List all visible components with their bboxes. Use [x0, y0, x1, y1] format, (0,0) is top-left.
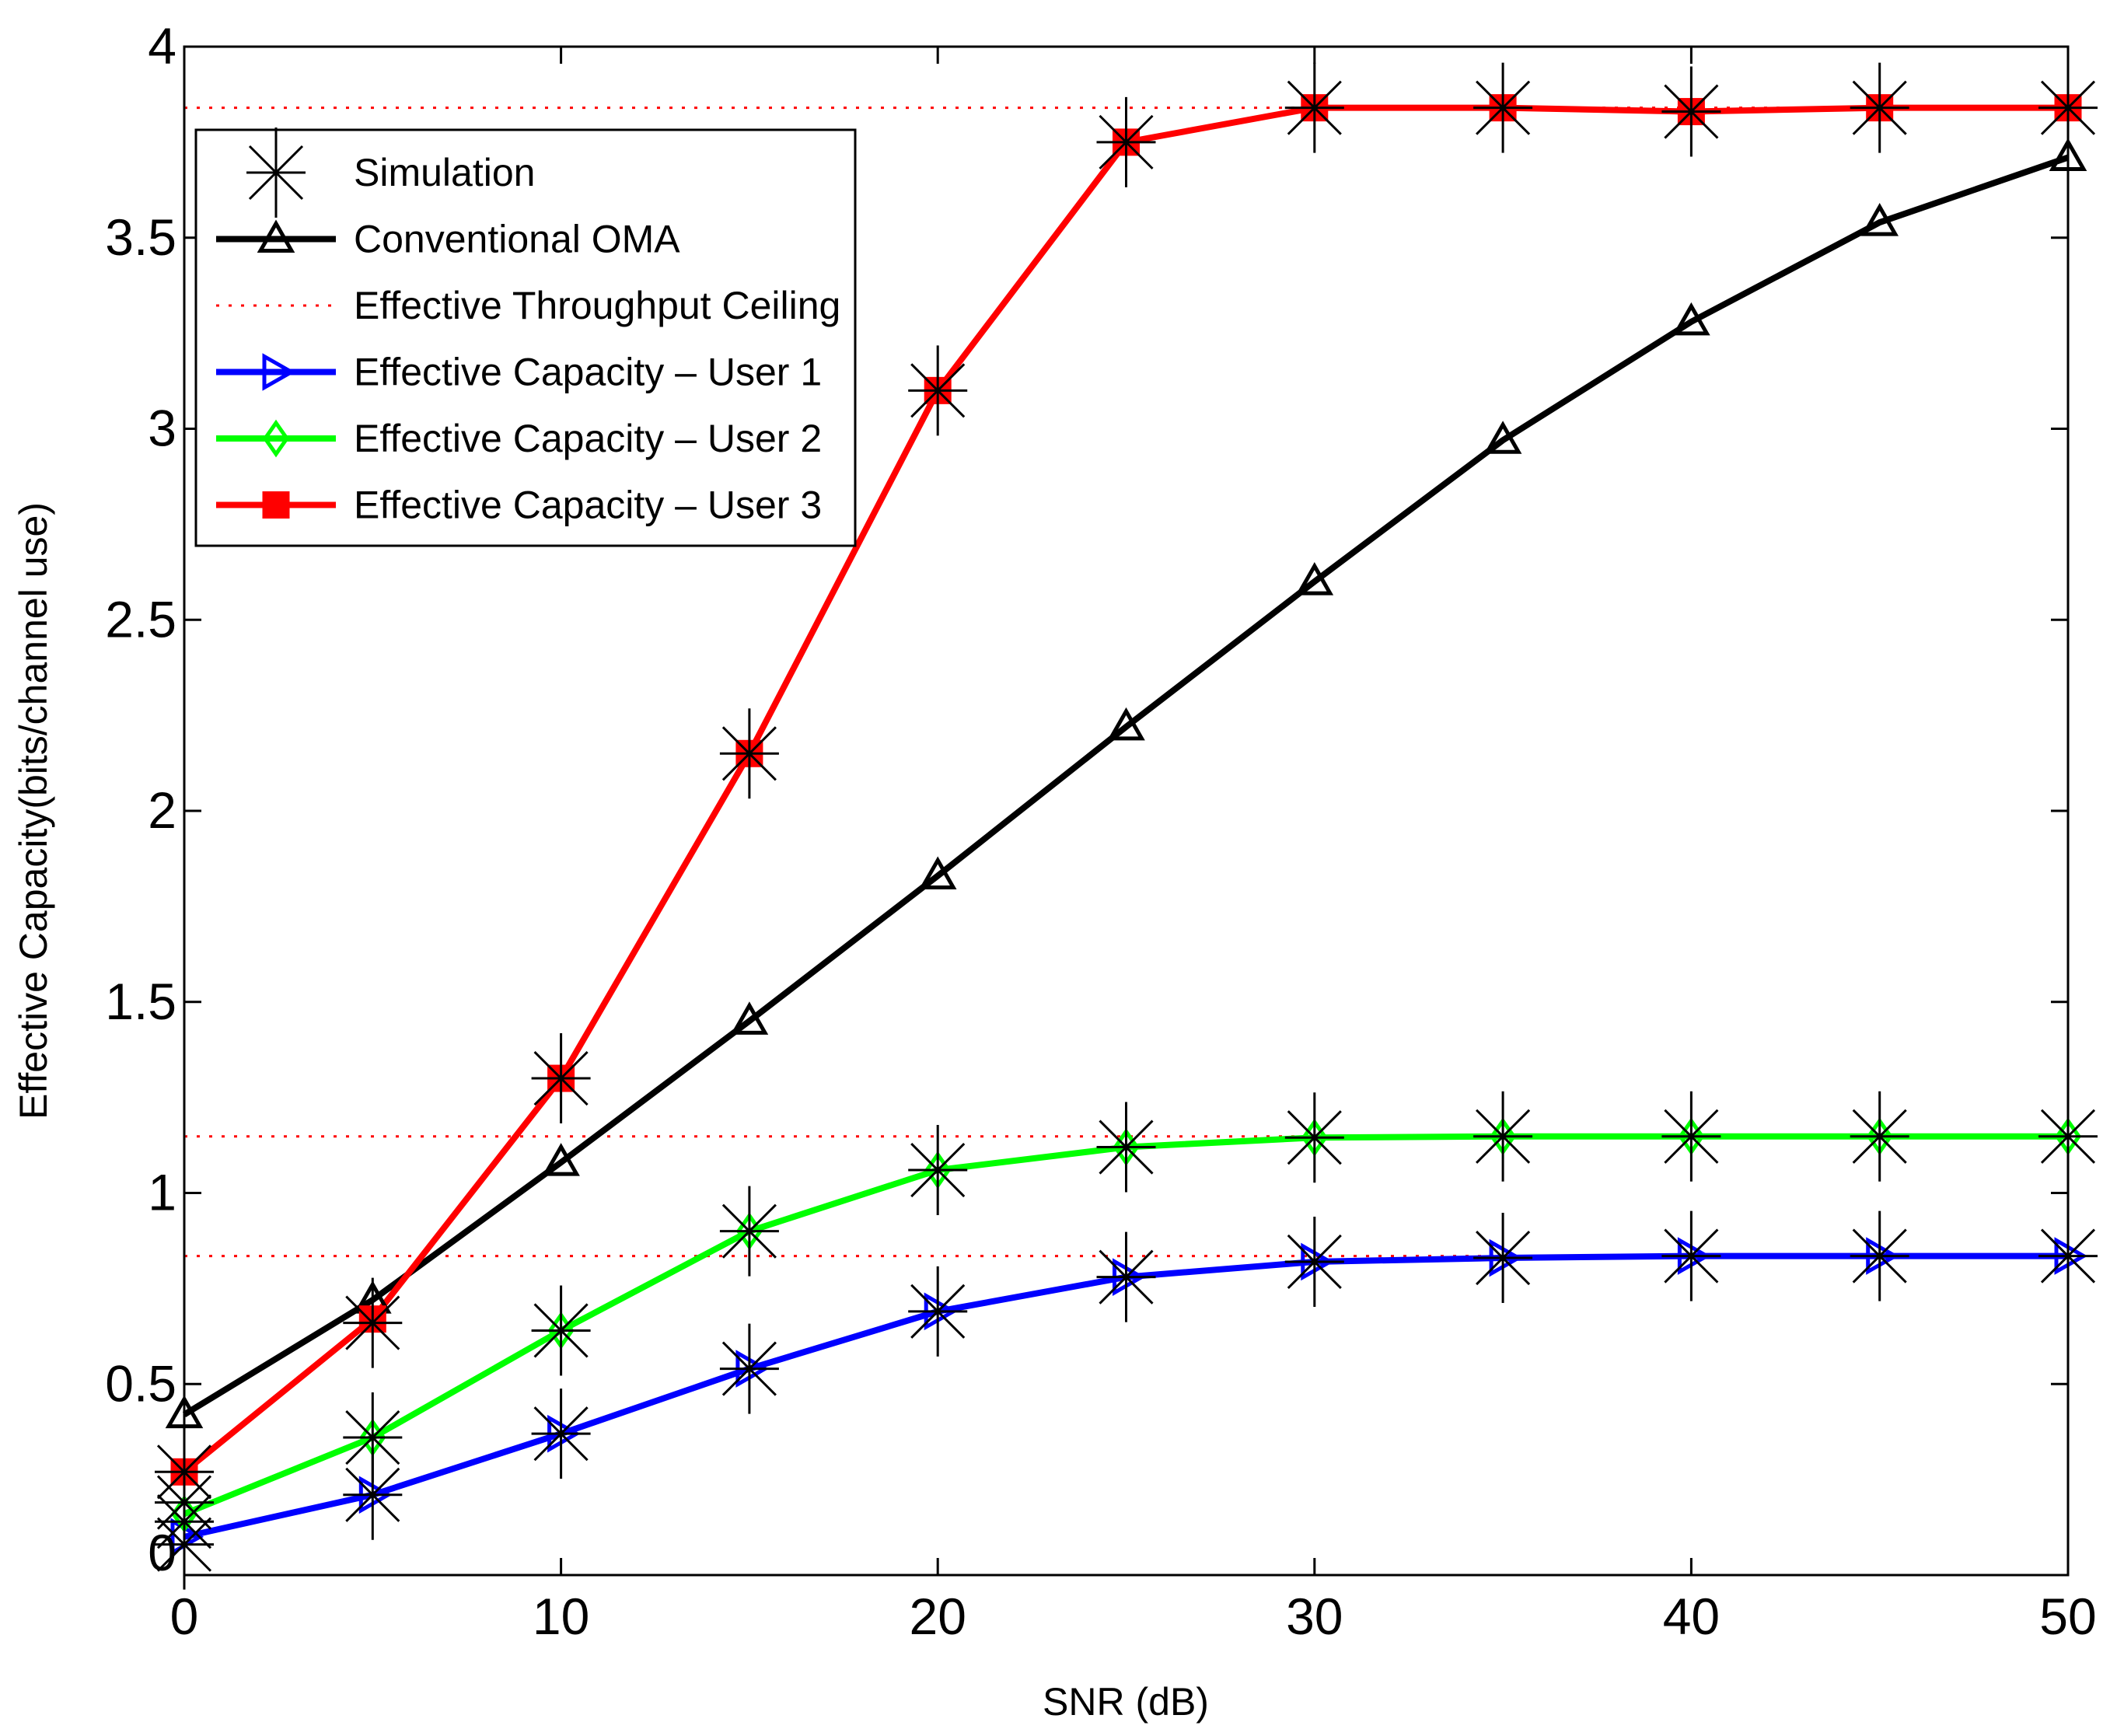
series-0-point-7	[1483, 421, 1522, 454]
series-0-point-8	[1672, 302, 1710, 336]
legend-label-0: Simulation	[354, 151, 535, 194]
simulation-point-16	[1096, 96, 1156, 187]
simulation-point-12	[719, 1323, 779, 1414]
legend-label-1: Conventional OMA	[354, 218, 680, 261]
legend-symbol-series-3	[262, 491, 290, 519]
legend-label-5: Effective Capacity – User 3	[354, 484, 822, 527]
simulation-point-9	[531, 1388, 591, 1479]
legend-symbol-series-2	[262, 419, 290, 458]
y-tick-label-3: 1.5	[105, 973, 176, 1030]
legend-label-4: Effective Capacity – User 2	[354, 417, 822, 460]
legend-label-2: Effective Throughput Ceiling	[354, 284, 840, 327]
legend-entry-4: Effective Capacity – User 2	[216, 417, 822, 460]
simulation-point-29	[1850, 1091, 1909, 1182]
legend-symbol-series-1	[262, 353, 296, 391]
legend-entry-1: Conventional OMA	[216, 218, 680, 261]
simulation-point-26	[1661, 1091, 1721, 1182]
simulation-point-15	[908, 1266, 968, 1357]
y-tick-label-8: 4	[148, 17, 176, 75]
series-0-point-4	[918, 856, 957, 890]
legend-entry-2: Effective Throughput Ceiling	[216, 284, 840, 327]
simulation-point-28	[1850, 62, 1909, 153]
simulation-point-23	[1473, 1091, 1533, 1182]
simulation-point-20	[1284, 1092, 1344, 1183]
y-tick-label-1: 0.5	[105, 1354, 176, 1412]
simulation-point-4	[343, 1277, 403, 1368]
y-tick-label-6: 3	[148, 400, 176, 457]
simulation-point-22	[1473, 62, 1533, 153]
y-tick-label-0: 0	[148, 1524, 176, 1581]
simulation-point-27	[1661, 1210, 1721, 1301]
simulation-point-25	[1661, 66, 1721, 157]
simulation-point-5	[343, 1392, 403, 1483]
simulation-point-17	[1096, 1102, 1156, 1193]
simulation-point-8	[531, 1285, 591, 1376]
x-tick-label-4: 40	[1663, 1588, 1720, 1645]
x-tick-label-1: 10	[533, 1588, 589, 1645]
legend-symbol-simulation	[246, 127, 306, 218]
y-tick-label-2: 1	[148, 1164, 176, 1221]
legend-symbol-series-0	[257, 219, 295, 253]
x-tick-label-0: 0	[170, 1588, 199, 1645]
x-tick-label-2: 20	[909, 1588, 966, 1645]
axis-tick-labels: 0 10 20 30 40 50 0 0.5 1 1.5 2 2.5 3 3.5 4	[105, 17, 2096, 1645]
x-tick-label-5: 50	[2039, 1588, 2096, 1645]
legend-box	[194, 128, 857, 547]
series-0-point-9	[1860, 203, 1899, 236]
series-0-point-3	[730, 1001, 769, 1035]
simulation-point-21	[1284, 1216, 1344, 1307]
simulation-point-18	[1096, 1231, 1156, 1322]
y-tick-label-5: 2.5	[105, 590, 176, 648]
series-0-point-2	[542, 1143, 580, 1176]
legend-label-3: Effective Capacity – User 1	[354, 351, 822, 394]
legend-entry-3: Effective Capacity – User 1	[216, 351, 822, 394]
simulation-point-13	[908, 345, 968, 436]
simulation-point-14	[908, 1125, 968, 1216]
simulation-point-7	[531, 1033, 591, 1124]
x-tick-label-3: 30	[1286, 1588, 1343, 1645]
simulation-point-11	[719, 1186, 779, 1277]
y-tick-label-7: 3.5	[105, 208, 176, 266]
series-0-point-5	[1107, 707, 1145, 741]
legend: Simulation Conventional OMA Effective Thro…	[194, 127, 857, 547]
simulation-point-30	[1850, 1210, 1909, 1301]
legend-entry-5: Effective Capacity – User 3	[216, 484, 822, 527]
legend-entry-0: Simulation	[246, 127, 535, 218]
x-axis-title: SNR (dB)	[1043, 1680, 1209, 1724]
series-0-point-6	[1295, 562, 1334, 596]
y-axis-title: Effective Capacity(bits/channel use)	[12, 502, 55, 1119]
simulation-point-24	[1473, 1213, 1533, 1304]
simulation-point-6	[343, 1449, 403, 1540]
series-line-0	[182, 154, 2070, 1417]
simulation-point-10	[719, 708, 779, 799]
y-tick-label-4: 2	[148, 781, 176, 839]
simulation-point-19	[1284, 62, 1344, 153]
